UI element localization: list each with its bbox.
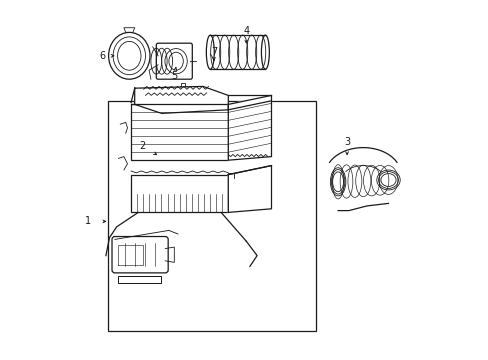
Text: 5: 5 — [171, 71, 177, 81]
Bar — [118, 276, 161, 283]
Text: 7: 7 — [210, 47, 217, 57]
Text: 3: 3 — [344, 137, 349, 147]
Polygon shape — [228, 166, 271, 212]
Text: 4: 4 — [243, 26, 249, 36]
Text: 1: 1 — [84, 216, 91, 226]
Bar — [131, 104, 228, 160]
Polygon shape — [134, 86, 228, 113]
Polygon shape — [228, 95, 271, 160]
FancyBboxPatch shape — [112, 237, 168, 273]
Bar — [107, 101, 316, 331]
Text: 2: 2 — [139, 141, 145, 151]
Text: 6: 6 — [99, 51, 105, 61]
Bar — [131, 175, 228, 212]
